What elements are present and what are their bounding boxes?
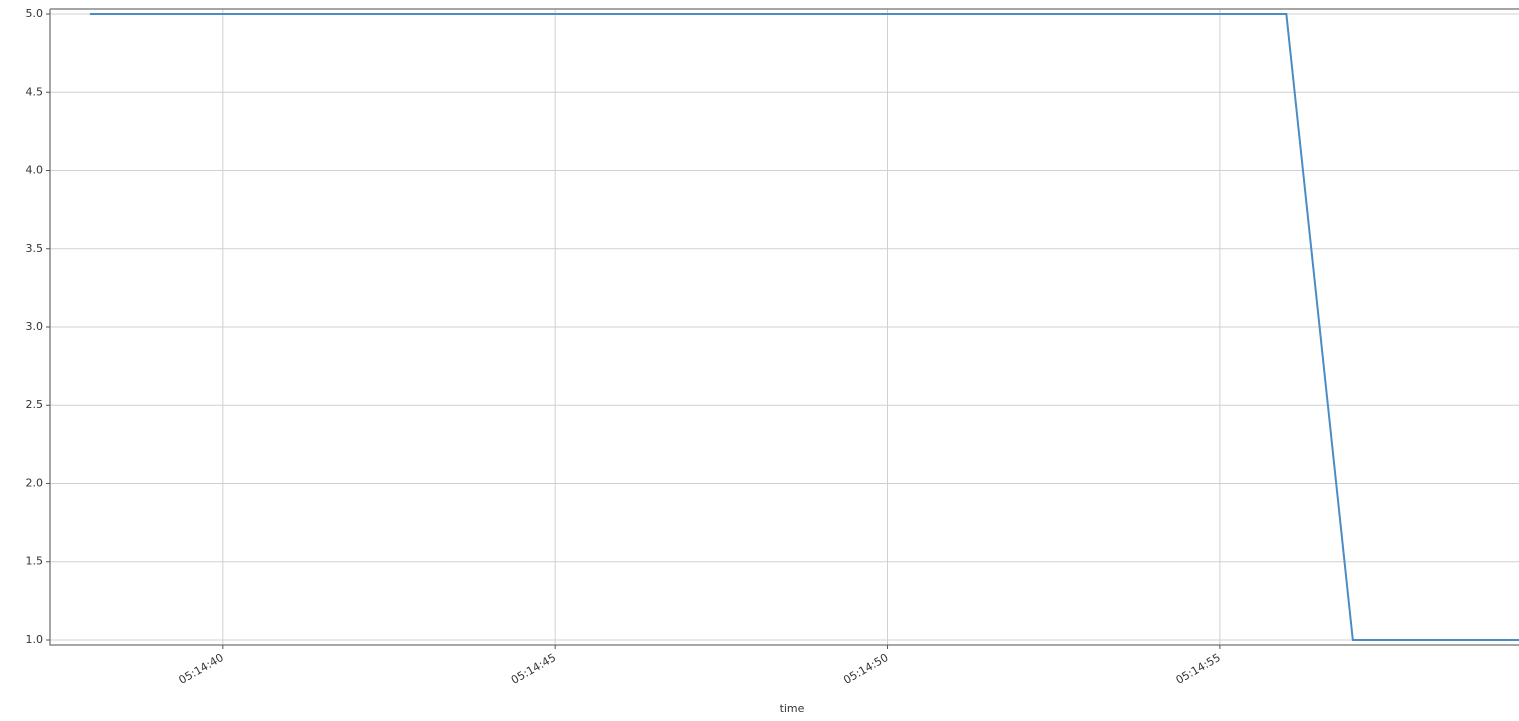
axes-frame [49,8,1519,646]
plot-area [89,13,1519,641]
y-tick-label: 1.0 [26,633,44,646]
data-line [89,13,1519,641]
y-tick-label: 2.5 [26,398,44,411]
x-tick-label: 05:14:50 [841,651,890,687]
y-tick-label: 3.0 [26,320,44,333]
x-tick-label: 05:14:40 [177,651,226,687]
y-tick-label: 3.5 [26,242,44,255]
x-axis-label: time [780,702,805,715]
y-tick-label: 1.5 [26,555,44,568]
y-tick-label: 4.5 [26,85,44,98]
grid [50,9,1519,645]
y-tick-label: 5.0 [26,7,44,20]
x-tick-label: 05:14:55 [1174,651,1223,687]
y-tick-label: 2.0 [26,476,44,489]
x-tick-label: 05:14:45 [509,651,558,687]
y-tick-label: 4.0 [26,164,44,177]
